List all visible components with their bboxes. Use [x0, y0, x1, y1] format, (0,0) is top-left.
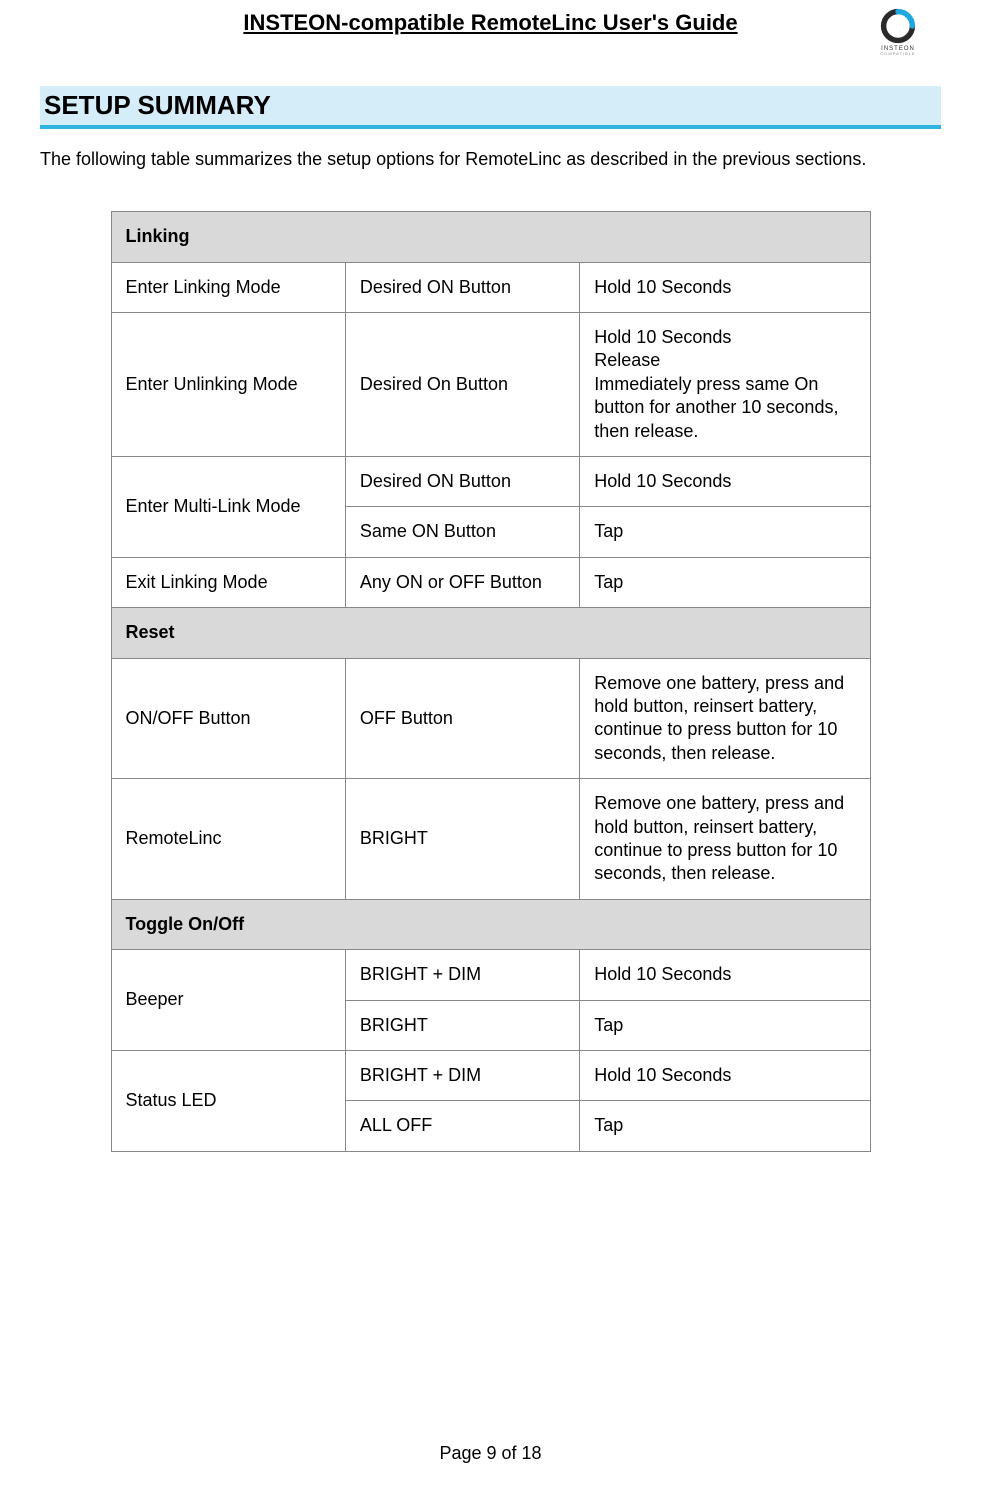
table-cell: ON/OFF Button [111, 658, 345, 779]
table-cell: Tap [580, 557, 870, 607]
table-cell: Hold 10 Seconds [580, 950, 870, 1000]
insteon-logo: INSTEON COMPATIBLE [875, 8, 921, 56]
table-cell: Beeper [111, 950, 345, 1051]
intro-text: The following table summarizes the setup… [40, 147, 941, 171]
table-cell: Hold 10 Seconds [580, 457, 870, 507]
table-cell: Any ON or OFF Button [345, 557, 579, 607]
table-cell: Hold 10 Seconds [580, 1050, 870, 1100]
table-cell: Enter Multi-Link Mode [111, 457, 345, 558]
table-cell: Hold 10 Seconds [580, 262, 870, 312]
table-cell: Desired ON Button [345, 457, 579, 507]
content-area: SETUP SUMMARY The following table summar… [0, 36, 981, 1152]
table-row: BeeperBRIGHT + DIMHold 10 Seconds [111, 950, 870, 1000]
page-number: Page 9 of 18 [439, 1443, 541, 1463]
table-cell: Exit Linking Mode [111, 557, 345, 607]
page-footer: Page 9 of 18 [0, 1443, 981, 1464]
table-section-header: Linking [111, 212, 870, 262]
table-cell: OFF Button [345, 658, 579, 779]
logo-subtext: COMPATIBLE [875, 52, 921, 56]
table-cell: BRIGHT [345, 779, 579, 900]
table-cell: Enter Linking Mode [111, 262, 345, 312]
table-row: Enter Linking ModeDesired ON ButtonHold … [111, 262, 870, 312]
table-cell: Enter Unlinking Mode [111, 313, 345, 457]
table-cell: Hold 10 SecondsReleaseImmediately press … [580, 313, 870, 457]
table-row: Enter Multi-Link ModeDesired ON ButtonHo… [111, 457, 870, 507]
table-section-header: Reset [111, 608, 870, 658]
table-cell: Same ON Button [345, 507, 579, 557]
table-cell: Tap [580, 1000, 870, 1050]
table-cell: Remove one battery, press and hold butto… [580, 779, 870, 900]
table-cell: BRIGHT [345, 1000, 579, 1050]
table-row: Status LEDBRIGHT + DIMHold 10 Seconds [111, 1050, 870, 1100]
table-cell: BRIGHT + DIM [345, 950, 579, 1000]
table-cell: Desired On Button [345, 313, 579, 457]
table-cell: Tap [580, 507, 870, 557]
table-row: RemoteLincBRIGHTRemove one battery, pres… [111, 779, 870, 900]
table-cell: Status LED [111, 1050, 345, 1151]
header-title: INSTEON-compatible RemoteLinc User's Gui… [40, 10, 941, 36]
table-cell: ALL OFF [345, 1101, 579, 1151]
table-row: ON/OFF ButtonOFF ButtonRemove one batter… [111, 658, 870, 779]
table-row: Enter Unlinking ModeDesired On ButtonHol… [111, 313, 870, 457]
logo-ring-icon [880, 8, 916, 44]
section-title: SETUP SUMMARY [40, 86, 941, 125]
table-cell: Tap [580, 1101, 870, 1151]
section-rule [40, 125, 941, 129]
table-cell: Remove one battery, press and hold butto… [580, 658, 870, 779]
table-row: Exit Linking ModeAny ON or OFF ButtonTap [111, 557, 870, 607]
table-cell: RemoteLinc [111, 779, 345, 900]
table-cell: Desired ON Button [345, 262, 579, 312]
setup-summary-table: LinkingEnter Linking ModeDesired ON Butt… [111, 211, 871, 1151]
table-section-header: Toggle On/Off [111, 899, 870, 949]
table-cell: BRIGHT + DIM [345, 1050, 579, 1100]
page-header: INSTEON-compatible RemoteLinc User's Gui… [0, 0, 981, 36]
